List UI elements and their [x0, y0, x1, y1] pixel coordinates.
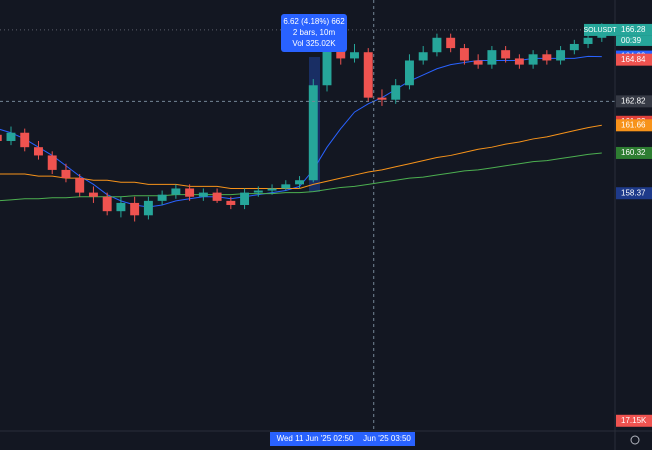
- settings-gear[interactable]: [630, 435, 640, 445]
- candle-body: [281, 184, 291, 189]
- candle-body: [34, 147, 43, 156]
- candle-body: [185, 188, 195, 197]
- candle-body: [6, 132, 16, 141]
- range-label: Wed 11 Jun '25 02:50: [277, 434, 354, 443]
- candle-body: [130, 202, 140, 216]
- crosshair-label: 162.82: [621, 96, 646, 105]
- candle-body: [267, 188, 277, 191]
- candle-body: [391, 85, 401, 100]
- price-tag: [616, 146, 652, 159]
- countdown-tag: [616, 35, 652, 46]
- candle-body: [569, 43, 579, 51]
- candle-body: [404, 60, 414, 86]
- candle-body: [418, 52, 428, 61]
- candle-body: [47, 155, 57, 170]
- candle-body: [377, 97, 387, 100]
- volume-tag-label: 17.15K: [621, 416, 647, 425]
- moving-average: [0, 152, 602, 202]
- range-labels: Wed 11 Jun '25 02:50 Jun '25 03:50: [270, 432, 415, 446]
- candle-body: [308, 85, 318, 181]
- measure-tooltip: 6.62 (4.18%) 662 2 bars, 10m Vol 325.02K: [281, 14, 347, 52]
- candle-body: [116, 202, 126, 212]
- price-tag-label: 160.32: [621, 148, 646, 157]
- price-tag-label: 164.84: [621, 55, 646, 64]
- candle-body: [198, 192, 208, 197]
- range-label: Jun '25 03:50: [363, 434, 411, 443]
- range-label-box: [270, 432, 360, 446]
- candle-body: [226, 200, 236, 205]
- crosshair-tag: [616, 95, 652, 108]
- candle-body: [102, 196, 112, 212]
- candle-body: [473, 60, 483, 65]
- candle-body: [20, 132, 30, 148]
- price-tag-label: 161.66: [621, 120, 646, 129]
- candle-body: [459, 48, 469, 61]
- candle-body: [253, 190, 263, 193]
- candle-body: [75, 178, 85, 193]
- candle-body: [212, 192, 222, 201]
- symbol-label: SOLUSDT: [583, 27, 617, 34]
- candle-body: [432, 37, 442, 53]
- price-tag: [616, 53, 652, 66]
- tooltip-line: Vol 325.02K: [292, 39, 336, 48]
- candle-body: [157, 194, 167, 201]
- countdown-label: 00:39: [621, 36, 642, 45]
- range-label-box: [360, 432, 415, 446]
- candle-body: [487, 50, 497, 65]
- candle-body: [143, 200, 153, 216]
- candle-body: [542, 54, 552, 61]
- tooltip-line: 2 bars, 10m: [293, 28, 336, 37]
- candle-body: [171, 188, 181, 195]
- candle-body: [583, 37, 593, 44]
- tooltip-box: [281, 14, 347, 52]
- candle-body: [501, 50, 511, 59]
- candle-body: [514, 58, 524, 65]
- tooltip-line: 6.62 (4.18%) 662: [283, 17, 345, 26]
- price-tag-label: 166.28: [621, 25, 646, 34]
- price-tag: [616, 187, 652, 200]
- symbol-tag: [584, 23, 616, 36]
- candle-body: [322, 43, 332, 86]
- candle-body: [528, 54, 538, 65]
- candle-body: [446, 37, 456, 49]
- candle-body: [350, 52, 359, 59]
- candle-body: [556, 50, 566, 61]
- candle-body: [61, 169, 71, 179]
- candle-body: [88, 192, 98, 197]
- volume-tag: [616, 414, 652, 427]
- candle-body: [0, 134, 2, 141]
- candle-body: [363, 52, 373, 98]
- price-tag: [616, 23, 652, 36]
- price-tag: [616, 119, 652, 132]
- candle-body: [240, 192, 250, 205]
- candle-body: [295, 180, 304, 185]
- settings-icon[interactable]: [630, 435, 640, 445]
- price-tag-label: 158.37: [621, 188, 646, 197]
